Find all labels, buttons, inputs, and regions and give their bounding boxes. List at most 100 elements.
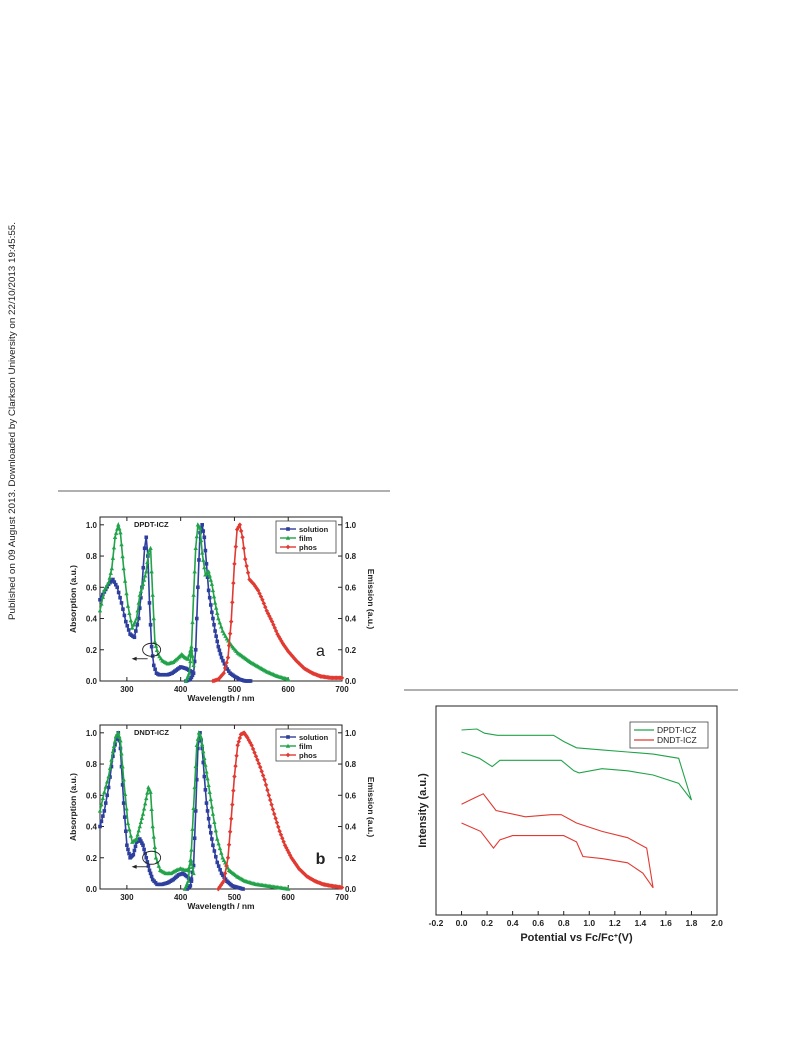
chart-b-data-point [229,816,234,822]
chart-b-data-point [137,837,142,841]
chart-b-data-point [223,877,228,882]
chart-b-data-point [142,801,148,806]
chart-b-data-point [191,805,196,811]
chart-b-data-point [153,855,159,860]
chart-b-data-point [192,785,197,790]
chart-b-data-point [190,826,195,831]
chart-a-data-point [197,558,201,562]
chart-a-series-film-left [97,521,196,668]
chart-a-data-point [286,648,291,654]
chart-b-data-point [106,774,111,779]
chart-a-y-tick-label-right: 0.8 [345,552,357,561]
chart-b-y-tick-label-right: 0.0 [345,885,357,894]
chart-a-data-point [225,655,231,660]
chart-b-data-point [121,777,126,782]
chart-a-data-point [142,546,147,551]
chart-b-data-point [209,804,215,809]
chart-b-data-point [118,738,123,743]
chart-a-data-point [206,569,211,574]
chart-a-data-point [149,644,154,649]
chart-a-data-point [184,675,190,681]
chart-b-data-point [216,864,221,868]
chart-a-data-point [211,594,217,599]
chart-b-data-point [140,841,144,845]
chart-b-data-point [125,821,131,826]
chart-a-data-point [202,535,207,540]
chart-b-data-point [274,820,280,826]
cv-legend-box [629,721,709,749]
chart-b-data-point [236,739,241,745]
chart-b-data-point [196,746,200,751]
chart-b-x-tick-label: 600 [282,893,296,902]
chart-a-data-point [243,556,248,562]
chart-b-data-point [222,870,228,876]
chart-b-chart-title: DNDT-ICZ [134,728,169,737]
chart-a-data-point [108,570,113,575]
chart-a-data-point [208,577,213,582]
chart-b-data-point [195,736,201,741]
chart-b-data-point [150,824,155,829]
chart-b-data-point [235,742,240,748]
chart-a-series-solution-left [98,535,194,677]
chart-b-data-point [206,816,211,821]
chart-b-data-point [214,854,218,859]
chart-b-data-point [104,779,110,784]
chart-b-data-point [203,788,208,792]
chart-a-data-point [199,550,205,555]
chart-a-legend-label: solution [299,525,329,534]
chart-a-data-point [126,628,131,632]
chart-b-data-point [250,746,256,752]
chart-a-data-point [208,603,213,607]
chart-a-y-tick-label-right: 0.4 [345,615,357,624]
chart-b-data-point [190,864,195,869]
chart-b-data-point [202,774,207,779]
chart-a-data-point [218,624,224,629]
chart-a-data-point [191,662,196,668]
chart-b-data-point [212,849,217,853]
chart-b-data-point [183,883,189,889]
chart-a-data-point [120,554,125,559]
chart-b-data-point [190,870,195,875]
chart-b-data-point [282,842,288,848]
chart-b-data-point [207,789,212,794]
chart-a-data-point [225,667,230,671]
chart-a-data-point [188,677,193,682]
chart-b-data-point [212,819,217,825]
chart-b-data-point [215,836,220,841]
chart-b-data-point [277,828,282,834]
chart-a-data-point [247,577,252,582]
chart-a-data-point [212,622,216,627]
chart-b-data-point [185,878,191,883]
chart-b-data-point [120,764,125,769]
chart-a-data-point [276,634,282,639]
chart-b-y-tick-label-right: 0.2 [345,854,357,863]
chart-a-data-point [226,643,232,648]
chart-b-data-point [194,742,199,748]
chart-a-data-point [339,675,345,681]
chart-a-data-point [99,601,104,606]
chart-a-data-point [197,525,203,530]
chart-b-data-point [137,824,142,829]
chart-a-data-point [147,601,152,605]
chart-a-data-point [290,653,295,659]
chart-b-data-point [246,737,251,743]
chart-a-data-point [215,610,220,616]
figure-top-rule-left [58,490,390,492]
chart-a-data-point [112,580,117,584]
chart-b-x-tick-label: 300 [120,893,134,902]
chart-a-data-point [97,608,103,613]
chart-b-data-point [156,863,161,868]
chart-b-data-point [134,836,139,841]
chart-a-legend-label: phos [299,543,317,552]
chart-a-series-solution-right [184,523,253,683]
chart-a-data-point [213,629,217,633]
chart-a-data-point [116,590,121,595]
chart-b-data-point [262,777,267,783]
chart-b-data-point [232,774,237,779]
chart-b-data-point [272,811,277,817]
chart-b-data-point [106,785,111,790]
chart-a-data-point [132,635,137,640]
chart-a-data-point [254,585,259,591]
chart-a-data-point [198,538,204,543]
chart-a-data-point [219,655,224,660]
